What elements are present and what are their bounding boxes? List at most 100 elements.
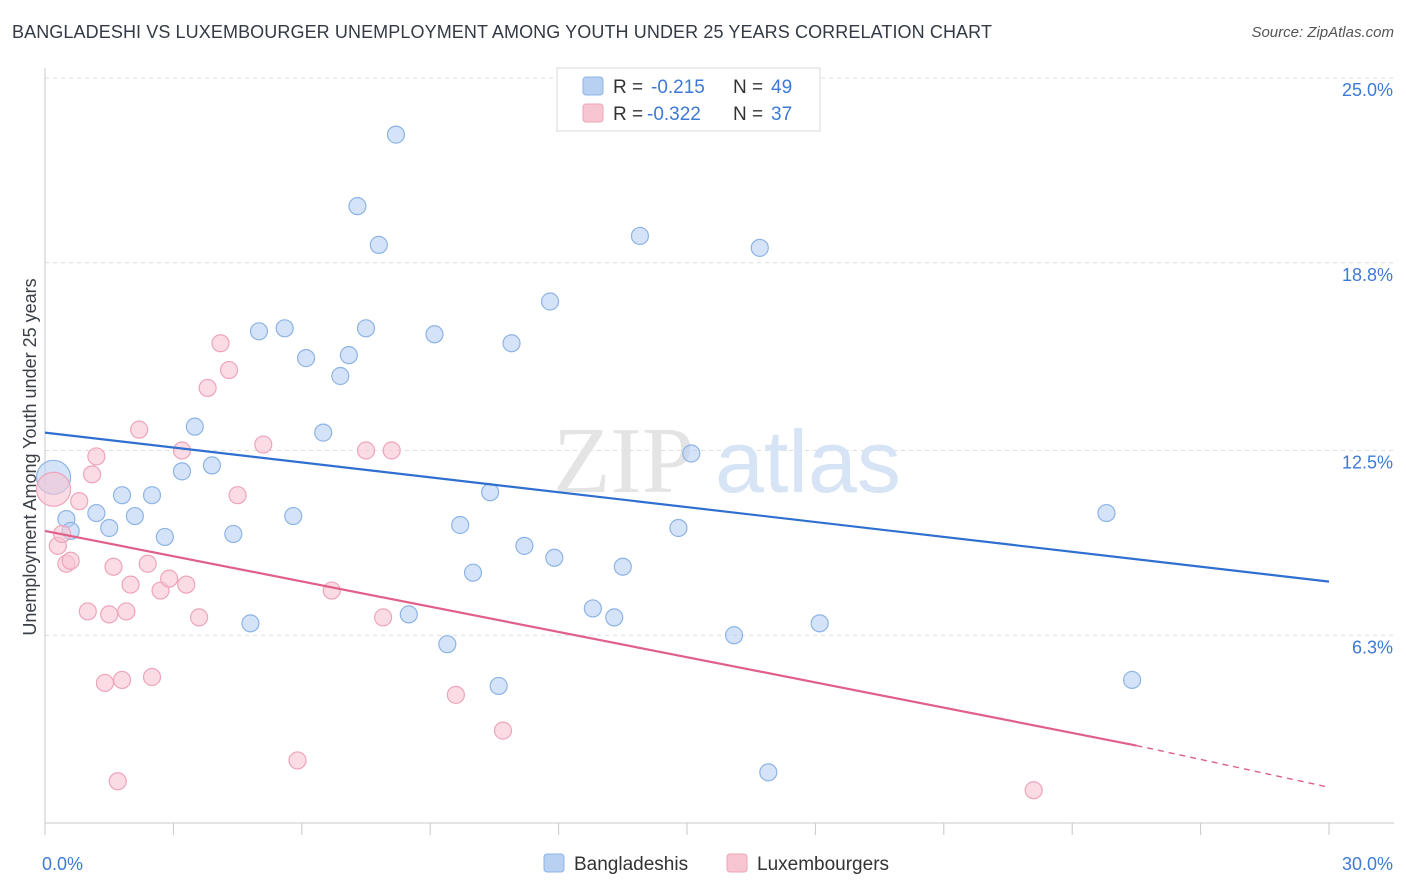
bangladeshi-point — [331, 366, 350, 386]
legend-bottom-swatch-bangladeshis — [543, 853, 565, 873]
bangladeshi-point — [224, 524, 243, 544]
x-tick-label: 0.0% — [42, 854, 83, 874]
bangladeshi-point — [112, 486, 132, 505]
bangladeshi-point — [682, 444, 701, 463]
bangladeshi-point — [369, 235, 388, 254]
legend-bottom: Bangladeshis Luxembourgers — [543, 853, 889, 875]
source-label: Source: ZipAtlas.com — [1251, 24, 1394, 41]
watermark: ZIP atlas — [553, 409, 901, 513]
bangladeshi-point — [489, 676, 508, 696]
legend-bottom-label-luxembourgers: Luxembourgers — [757, 854, 889, 875]
axes — [44, 68, 1394, 835]
bangladeshi-point — [155, 527, 174, 547]
legend-r-label: R = — [613, 77, 643, 98]
watermark-zip: ZIP — [553, 409, 694, 513]
legend-r-value: -0.322 — [647, 104, 701, 125]
chart-title: BANGLADESHI VS LUXEMBOURGER UNEMPLOYMENT… — [12, 22, 993, 42]
bangladeshi-point — [545, 548, 564, 567]
y-tick-label: 12.5% — [1342, 453, 1393, 473]
luxembourger-point — [112, 670, 132, 690]
bangladeshi-point — [249, 322, 269, 341]
luxembourger-point — [177, 575, 196, 594]
luxembourger-point — [82, 465, 102, 484]
luxembourger-trend-extension — [1136, 744, 1330, 788]
bangladeshi-point — [142, 486, 162, 505]
luxembourger-point — [117, 602, 136, 621]
bangladeshi-point — [356, 319, 376, 338]
luxembourger-point — [189, 608, 209, 627]
bangladeshi-point — [1097, 503, 1116, 523]
luxembourger-point — [322, 581, 341, 600]
bangladeshi-point — [583, 599, 602, 618]
data-points — [35, 125, 1142, 800]
luxembourger-point — [100, 605, 119, 624]
bangladeshi-point — [1123, 670, 1142, 690]
luxembourger-point — [142, 667, 162, 687]
legend-top: R = -0.215 N = 49 R = -0.322 N = 37 — [556, 67, 821, 132]
bangladeshi-trend-line — [44, 431, 1330, 583]
luxembourger-point — [95, 673, 115, 693]
bangladeshi-point — [630, 226, 650, 246]
legend-swatch-bangladeshis — [582, 76, 604, 96]
luxembourger-point — [130, 420, 149, 439]
bangladeshi-point — [399, 605, 418, 624]
luxembourger-point — [121, 575, 140, 594]
bangladeshi-point — [202, 456, 222, 475]
y-axis-label: Unemployment Among Youth under 25 years — [20, 278, 40, 635]
legend-bottom-label-bangladeshis: Bangladeshis — [574, 854, 688, 875]
luxembourger-trend-line — [44, 529, 1137, 747]
legend-n-value: 37 — [771, 104, 792, 125]
bangladeshi-point — [172, 462, 192, 481]
bangladeshi-point — [314, 423, 333, 442]
bangladeshi-point — [605, 608, 624, 627]
bangladeshi-point — [241, 614, 260, 633]
bangladeshi-point — [438, 635, 457, 654]
luxembourger-point — [198, 378, 217, 398]
luxembourger-point — [108, 772, 127, 791]
bangladeshi-point — [613, 557, 632, 576]
legend-r-value: -0.215 — [651, 77, 705, 98]
bangladeshi-point — [724, 626, 744, 645]
luxembourger-point — [493, 721, 513, 740]
legend-n-label: N = — [733, 104, 763, 125]
bangladeshi-point — [750, 238, 769, 257]
bangladeshi-point — [481, 483, 500, 502]
luxembourger-point — [356, 441, 376, 460]
luxembourger-point — [70, 492, 89, 511]
bangladeshi-point — [515, 536, 534, 555]
legend-swatch-luxembourgers — [582, 103, 604, 123]
luxembourger-point — [219, 360, 239, 380]
bangladeshi-point — [425, 325, 444, 344]
bangladeshi-point — [810, 614, 829, 633]
bangladeshi-point — [540, 292, 560, 311]
trend-lines — [44, 431, 1330, 788]
bangladeshi-point — [386, 125, 406, 144]
legend-r-label: R = — [613, 104, 643, 125]
bangladeshi-point — [759, 763, 778, 782]
bangladeshi-point — [284, 506, 303, 526]
luxembourger-point — [87, 447, 106, 466]
luxembourger-point — [104, 557, 123, 576]
luxembourger-point — [382, 441, 401, 460]
luxembourger-point — [254, 435, 273, 454]
luxembourger-point — [61, 551, 80, 570]
luxembourger-point — [228, 486, 247, 505]
bangladeshi-point — [87, 503, 106, 523]
bangladeshi-point — [348, 197, 367, 216]
bangladeshi-point — [463, 563, 483, 582]
bangladeshi-point — [275, 319, 294, 338]
luxembourger-point — [446, 685, 465, 704]
y-tick-label: 6.3% — [1352, 637, 1393, 657]
grid-lines — [45, 77, 1394, 636]
bangladeshi-point — [669, 518, 688, 538]
y-tick-label: 18.8% — [1342, 265, 1393, 285]
bangladeshi-point — [451, 515, 470, 535]
bangladeshi-point — [502, 334, 521, 353]
tick-labels: 6.3% 12.5% 18.8% 25.0% 0.0% 30.0% — [42, 80, 1393, 874]
luxembourger-point — [172, 441, 192, 460]
luxembourger-point — [78, 602, 97, 621]
luxembourger-point — [35, 471, 72, 507]
luxembourger-point — [138, 554, 157, 573]
luxembourger-point — [1024, 781, 1043, 800]
